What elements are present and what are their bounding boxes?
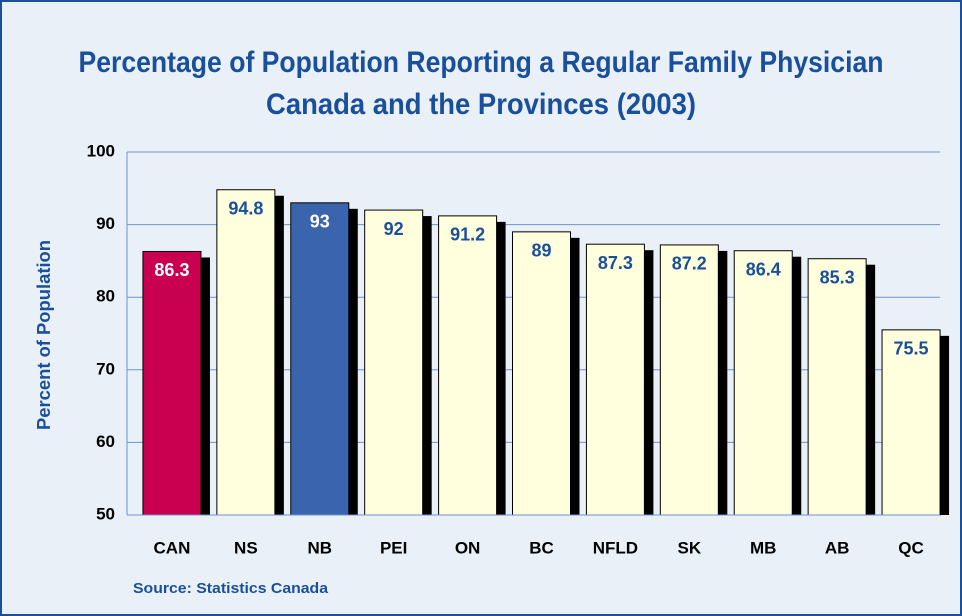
bar <box>733 250 793 516</box>
y-tick-label: 70 <box>96 359 115 378</box>
x-tick-label: NFLD <box>593 538 638 557</box>
x-tick-label: BC <box>529 538 554 557</box>
chart-title: Percentage of Population Reporting a Reg… <box>79 46 884 79</box>
bar <box>364 209 424 516</box>
value-label: 86.4 <box>746 259 781 279</box>
x-tick-label: MB <box>750 538 776 557</box>
x-tick-label: AB <box>825 538 850 557</box>
y-tick-label: 80 <box>96 287 115 306</box>
x-tick-label: ON <box>455 538 481 557</box>
bar <box>807 258 867 516</box>
value-label: 86.3 <box>154 260 189 280</box>
y-tick-label: 90 <box>96 214 115 233</box>
x-tick-label: NB <box>307 538 332 557</box>
value-label: 91.2 <box>450 225 485 245</box>
bar <box>142 250 202 516</box>
bar <box>216 189 276 516</box>
y-axis-label: Percent of Population <box>34 240 54 430</box>
x-tick-label: QC <box>898 538 924 557</box>
value-label: 87.3 <box>598 253 633 273</box>
bar <box>585 243 645 516</box>
x-tick-label: PEI <box>380 538 407 557</box>
y-tick-label: 60 <box>96 432 115 451</box>
value-label: 85.3 <box>820 267 855 287</box>
value-label: 75.5 <box>894 339 929 359</box>
x-tick-label: SK <box>678 538 702 557</box>
source: Source: Statistics Canada <box>133 580 329 597</box>
x-tick-label: CAN <box>154 538 191 557</box>
value-label: 87.2 <box>672 254 707 274</box>
chart-subtitle: Canada and the Provinces (2003) <box>266 88 696 121</box>
bar <box>290 202 350 516</box>
value-label: 92 <box>384 219 404 239</box>
bar <box>512 231 571 516</box>
y-tick-label: 100 <box>87 141 115 160</box>
bar <box>881 329 941 516</box>
bar <box>438 215 498 516</box>
bar <box>659 244 719 516</box>
y-tick-label: 50 <box>96 504 115 523</box>
value-label: 94.8 <box>228 199 263 219</box>
x-tick-label: NS <box>234 538 258 557</box>
value-label: 89 <box>531 241 551 261</box>
value-label: 93 <box>310 212 330 232</box>
